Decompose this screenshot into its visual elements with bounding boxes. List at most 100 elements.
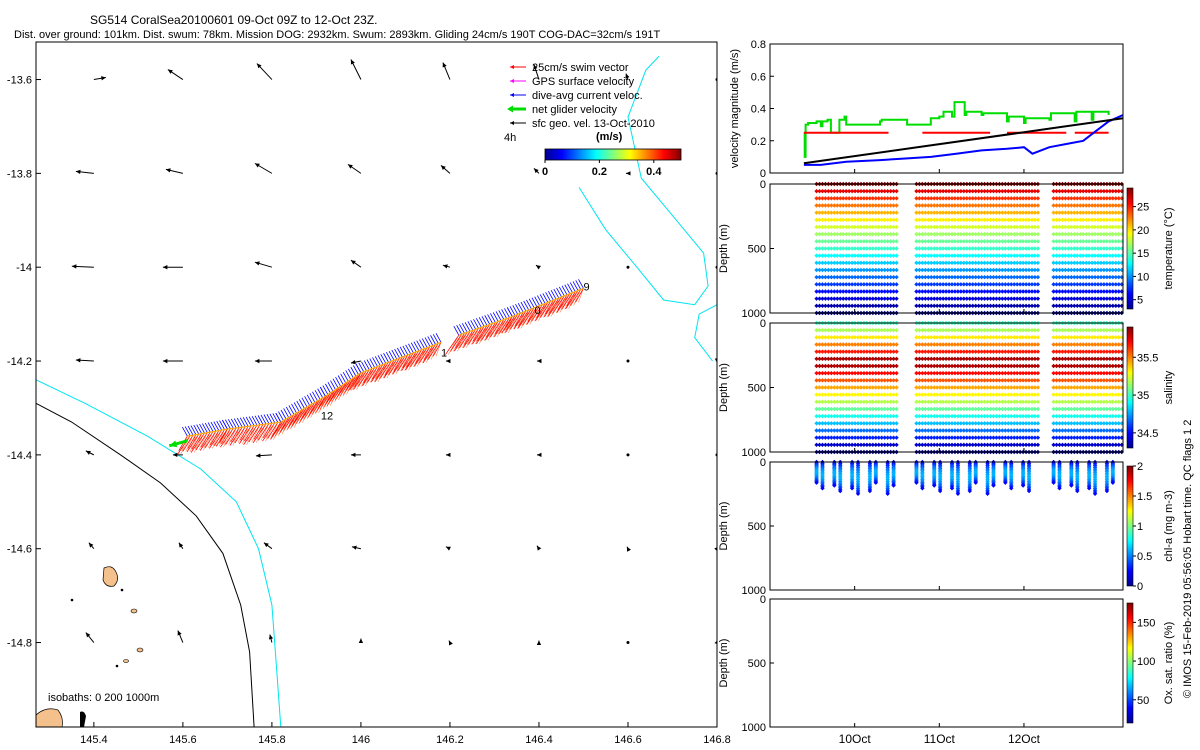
data-point <box>1054 267 1059 273</box>
swim-vector-head <box>502 317 510 334</box>
data-point <box>920 296 925 301</box>
data-point <box>964 378 970 383</box>
data-point <box>985 349 990 354</box>
y-tick-label: 500 <box>748 521 766 533</box>
data-point <box>861 203 867 208</box>
data-point <box>1023 253 1029 258</box>
data-point <box>1072 428 1077 433</box>
data-point <box>1029 188 1035 194</box>
data-point <box>846 342 852 347</box>
data-point <box>914 188 919 194</box>
data-point <box>917 406 922 412</box>
data-point <box>1035 370 1041 376</box>
swim-vector-head <box>471 328 479 345</box>
data-point <box>1116 239 1121 244</box>
data-point <box>1020 413 1026 419</box>
data-point <box>861 260 867 266</box>
data-point <box>826 428 831 433</box>
data-point <box>1113 274 1119 280</box>
data-point <box>1057 413 1062 419</box>
data-point <box>852 260 858 266</box>
data-point <box>1107 385 1113 390</box>
data-point <box>932 296 937 301</box>
data-point <box>1054 239 1059 244</box>
data-point <box>861 413 867 419</box>
data-point <box>967 363 972 369</box>
data-point <box>943 203 949 208</box>
data-point <box>826 196 831 201</box>
data-point <box>926 385 931 390</box>
data-point <box>1003 363 1008 369</box>
data-point <box>1051 442 1056 448</box>
isobath-note: isobaths: 0 200 1000m <box>48 692 159 704</box>
data-point <box>1063 335 1068 340</box>
data-point <box>835 399 840 405</box>
data-point <box>932 231 937 237</box>
data-point <box>832 267 837 273</box>
data-point <box>1086 282 1092 287</box>
data-point <box>864 203 870 208</box>
dac-vector <box>322 385 329 395</box>
data-point <box>964 239 970 244</box>
data-point <box>841 246 846 251</box>
data-point <box>982 428 987 433</box>
colorbar-tick-label: 15 <box>1137 248 1149 260</box>
data-point <box>920 442 925 448</box>
data-point <box>1101 435 1107 440</box>
data-point <box>841 370 846 376</box>
data-point <box>1020 217 1026 223</box>
data-point <box>1029 327 1035 333</box>
data-point <box>873 378 879 383</box>
data-point <box>1066 267 1071 273</box>
data-point <box>1092 196 1098 201</box>
data-point <box>952 356 958 362</box>
swim-vector <box>557 294 568 311</box>
data-point <box>1054 363 1059 369</box>
data-point <box>917 335 922 340</box>
data-point <box>917 428 922 433</box>
data-point <box>1023 196 1029 201</box>
data-point <box>823 378 828 383</box>
geo-velocity-arrow <box>536 452 542 458</box>
data-point <box>873 260 879 266</box>
data-point <box>1054 327 1059 333</box>
data-point <box>1069 378 1074 383</box>
dac-vector <box>461 323 468 333</box>
data-point <box>879 224 884 230</box>
data-point <box>814 289 819 294</box>
profile-points <box>814 320 1124 455</box>
data-point <box>991 335 996 340</box>
dac-vector <box>275 412 282 423</box>
data-point <box>1054 421 1059 426</box>
data-point <box>988 203 993 208</box>
data-point <box>982 203 987 208</box>
data-point <box>849 260 855 266</box>
data-point <box>1000 435 1005 440</box>
data-point <box>1098 239 1104 244</box>
data-point <box>876 267 881 273</box>
data-point <box>1003 370 1008 376</box>
data-point <box>967 253 972 258</box>
data-point <box>1020 406 1026 412</box>
data-point <box>1063 188 1068 194</box>
data-point <box>982 188 987 194</box>
data-point <box>817 296 822 301</box>
data-point <box>929 442 934 448</box>
data-point <box>1072 203 1077 208</box>
data-point <box>823 356 828 362</box>
data-point <box>932 406 937 412</box>
data-point <box>1069 413 1074 419</box>
colorbar-tick-label: 35.5 <box>1137 352 1158 364</box>
data-point <box>994 370 999 376</box>
data-point <box>1035 196 1041 201</box>
data-point <box>929 231 934 237</box>
data-point <box>876 217 881 223</box>
data-point <box>891 217 896 223</box>
data-point <box>846 399 852 405</box>
data-point <box>864 335 870 340</box>
swim-vector-head <box>334 384 344 402</box>
dac-vector <box>283 408 290 418</box>
dac-vector <box>413 341 420 351</box>
data-point <box>1075 392 1080 397</box>
geo-velocity-arrow <box>440 164 451 174</box>
